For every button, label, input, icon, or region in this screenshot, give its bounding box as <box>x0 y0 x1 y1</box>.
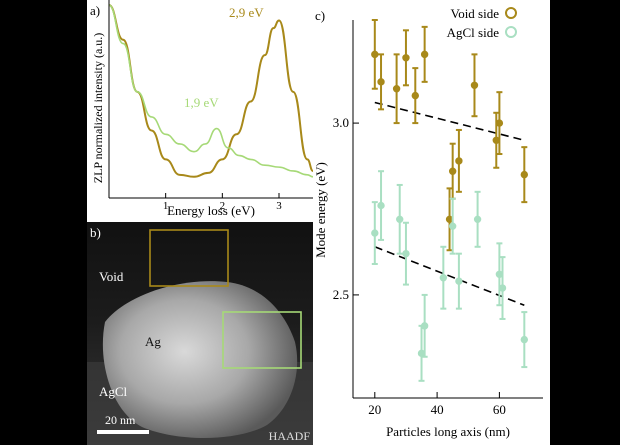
x-tick-label: 1 <box>163 200 169 212</box>
void-data-point <box>402 54 410 62</box>
haadf-image: b) Void Ag AgCl 20 nm HAADF <box>87 222 313 445</box>
scale-bar <box>97 430 149 434</box>
void-data-point <box>470 81 479 89</box>
x-tick-label: 60 <box>493 402 506 417</box>
void-data-point <box>495 119 504 127</box>
void-data-point <box>392 85 401 93</box>
agcl-data-point <box>498 284 507 292</box>
void-data-point <box>448 167 457 175</box>
agcl-data-point <box>402 249 410 258</box>
agcl-data-point <box>473 215 482 224</box>
legend-marker-agcl <box>505 26 517 38</box>
void-data-point <box>371 50 379 59</box>
agcl-data-point <box>520 335 529 344</box>
mode-energy-chart: c) 20 40 60 2.5 3.0 Void side AgCl side Parti… <box>313 6 543 439</box>
void-data-point <box>377 78 385 86</box>
agcl-data-point <box>396 215 404 224</box>
void-data-point <box>420 50 429 59</box>
panel-a-label: a) <box>90 3 100 18</box>
peak-label-void: 2,9 eV <box>229 5 264 20</box>
panel-c-label: c) <box>315 8 325 23</box>
x-axis-label: Energy loss (eV) <box>167 203 255 218</box>
legend-label-agcl: AgCl side <box>447 25 500 40</box>
x-tick-label: 2 <box>220 200 226 212</box>
x-axis-label: Particles long axis (nm) <box>386 424 510 439</box>
void-data-point <box>411 91 419 100</box>
agcl-data-point <box>371 229 379 237</box>
haadf-label: HAADF <box>269 429 311 443</box>
void-label: Void <box>99 269 124 284</box>
legend-label-void: Void side <box>450 6 499 21</box>
agcl-label: AgCl <box>99 384 128 399</box>
void-data-point <box>455 157 463 165</box>
spectra-chart: a) 1 2 3 2,9 eV 1,9 eV Energy loss (eV) ZL… <box>90 0 313 218</box>
y-axis-label: ZLP normalized intensity (a.u.) <box>91 33 105 184</box>
y-tick-label: 2.5 <box>333 287 349 302</box>
scale-bar-label: 20 nm <box>105 413 136 427</box>
void-spectrum-line <box>109 4 313 178</box>
x-tick-label: 20 <box>368 402 381 417</box>
spectra-panel: a) 1 2 3 2,9 eV 1,9 eV Energy loss (eV) ZL… <box>87 0 313 222</box>
panel-b-label: b) <box>90 225 101 240</box>
agcl-data-point <box>420 322 429 330</box>
peak-label-agcl: 1,9 eV <box>184 95 219 110</box>
agcl-data-point <box>448 222 457 230</box>
legend: Void side AgCl side <box>447 6 517 40</box>
void-data-point <box>520 170 529 179</box>
agcl-data-point <box>377 201 385 210</box>
y-tick-label: 3.0 <box>333 115 349 130</box>
silver-particle <box>102 281 298 439</box>
haadf-image-panel: b) Void Ag AgCl 20 nm HAADF <box>87 222 313 445</box>
y-axis-label: Mode energy (eV) <box>313 162 328 258</box>
x-tick-label: 40 <box>431 402 444 417</box>
agcl-spectrum-line <box>109 4 313 178</box>
void-region-box <box>149 229 229 287</box>
x-tick-label: 3 <box>276 200 282 212</box>
agcl-data-point <box>455 277 463 285</box>
legend-marker-void <box>505 7 517 19</box>
ag-label: Ag <box>145 334 161 349</box>
agcl-region-box <box>222 311 302 369</box>
mode-energy-panel: c) 20 40 60 2.5 3.0 Void side AgCl side Parti… <box>313 0 550 445</box>
agcl-data-point <box>439 274 448 282</box>
